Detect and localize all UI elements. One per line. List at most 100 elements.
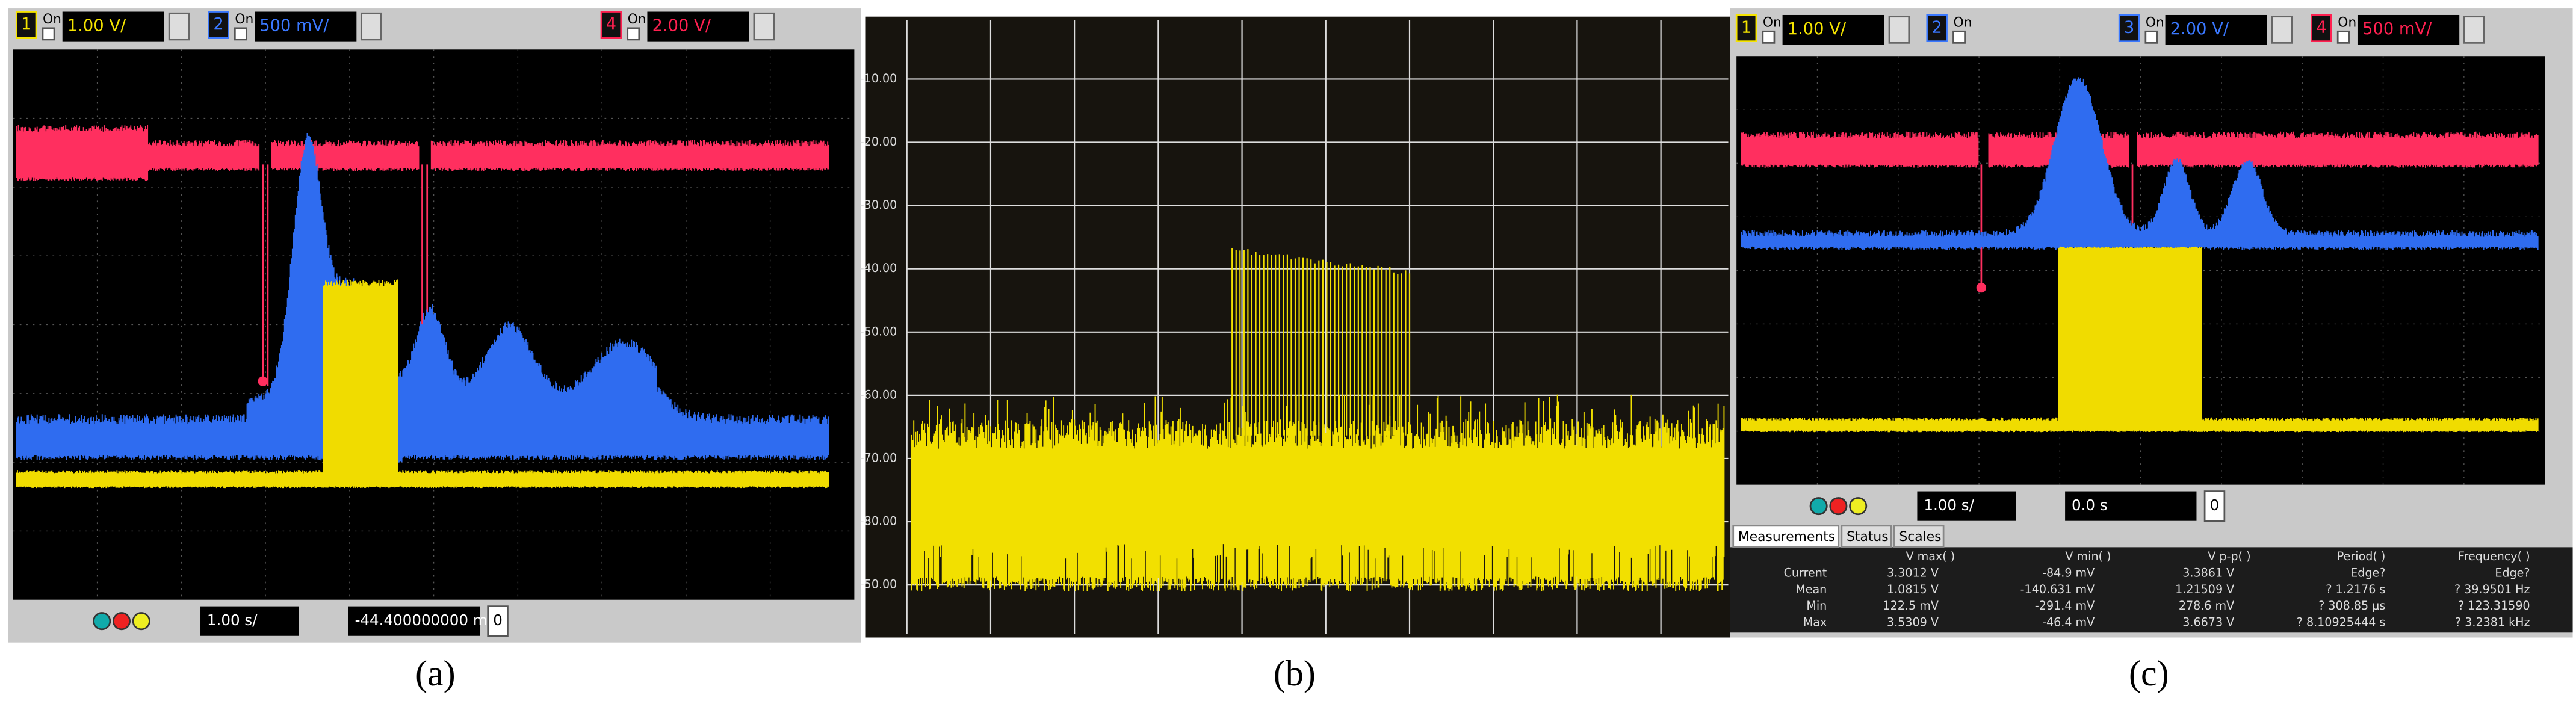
channel-checkbox[interactable]: [2336, 30, 2350, 44]
channel-number: 2: [213, 15, 223, 34]
step-box[interactable]: [487, 605, 509, 637]
trace-ch4-dip: [1980, 164, 2134, 288]
trace-ch4-dip: [262, 164, 429, 386]
channel-number-box: [1926, 14, 1948, 43]
trace-ch4: [1741, 131, 2539, 168]
trace-ch1: [16, 470, 829, 489]
cell: ? 8.10925444 s: [2297, 615, 2386, 629]
delay-box: [2065, 491, 2197, 521]
delay: 0.0 s: [2072, 496, 2108, 514]
cell: -140.631 mV: [2020, 582, 2095, 596]
control-button[interactable]: [93, 612, 111, 631]
tab[interactable]: [1841, 525, 1892, 548]
cell: ? 3.2381 kHz: [2455, 615, 2530, 629]
step-box[interactable]: [2203, 490, 2226, 522]
cell: 1.21509 V: [2175, 582, 2234, 596]
cell: 1.0815 V: [1887, 582, 1939, 596]
y-tick-label: -60.00: [860, 387, 897, 401]
timebase-box: [200, 606, 299, 636]
y-tick-label: -50.00: [860, 578, 897, 591]
y-tick-label: -50.00: [860, 324, 897, 338]
tab[interactable]: [1893, 525, 1945, 548]
tab[interactable]: [1732, 525, 1839, 548]
channel-scale-box: [255, 11, 357, 42]
channel-checkbox[interactable]: [1762, 30, 1776, 44]
caption: (c): [2129, 653, 2169, 693]
trace-ch4: [16, 125, 829, 181]
control-button[interactable]: [1829, 497, 1848, 516]
trace-ch1-burst: [323, 279, 398, 477]
y-tick-label: -70.00: [860, 451, 897, 465]
control-button[interactable]: [132, 612, 150, 631]
channel-button[interactable]: [753, 12, 775, 41]
delay: -44.400000000 ms: [355, 611, 495, 629]
channel-scale: 500 mV/: [259, 17, 329, 36]
channel-checkbox[interactable]: [2144, 30, 2158, 44]
channel-state: On: [43, 12, 61, 27]
y-tick-label: -40.00: [860, 261, 897, 275]
cell: ? 39.9501 Hz: [2454, 582, 2530, 596]
column-header: Frequency( ): [2458, 549, 2530, 563]
y-tick-label: -20.00: [860, 135, 897, 149]
trace-ch3: [1741, 77, 2539, 250]
channel-number-box: [2118, 14, 2140, 43]
channel-number: 4: [606, 15, 616, 34]
caption: (a): [415, 653, 456, 693]
channel-checkbox[interactable]: [627, 27, 640, 41]
column-header: V max( ): [1906, 549, 1955, 563]
channel-scale-box: [647, 11, 749, 42]
channel-scale: 1.00 V/: [67, 17, 126, 36]
channel-state: On: [235, 12, 253, 27]
tab-label: Scales: [1899, 529, 1941, 545]
control-button[interactable]: [1849, 497, 1868, 516]
control-button[interactable]: [1809, 497, 1828, 516]
tab-label: Status: [1847, 529, 1889, 545]
channel-checkbox[interactable]: [42, 27, 55, 41]
y-tick-label: -80.00: [860, 514, 897, 528]
row-label: Current: [1784, 566, 1827, 580]
channel-scale-box: [1782, 14, 1884, 45]
channel-number-box: [600, 11, 622, 39]
trace-ch1: [1741, 417, 2539, 433]
channel-button[interactable]: [168, 12, 190, 41]
channel-button[interactable]: [2271, 16, 2293, 44]
channel-number: 2: [1932, 18, 1942, 37]
channel-button[interactable]: [2463, 16, 2485, 44]
channel-scale: 500 mV/: [2362, 20, 2432, 39]
cell: 3.6673 V: [2182, 615, 2234, 629]
channel-number: 1: [21, 15, 31, 34]
step: 0: [2210, 496, 2220, 514]
measurement-table: [1730, 547, 2573, 633]
channel-number: 3: [2124, 18, 2134, 37]
channel-number: 4: [2316, 18, 2326, 37]
channel-scale: 2.00 V/: [652, 17, 711, 36]
row-label: Max: [1803, 615, 1827, 629]
channel-button[interactable]: [361, 12, 382, 41]
channel-number-box: [208, 11, 229, 39]
channel-scale-box: [62, 11, 164, 42]
trace-ch4-dip-end: [258, 376, 268, 386]
cell: -46.4 mV: [2042, 615, 2095, 629]
step: 0: [493, 611, 503, 629]
control-button[interactable]: [112, 612, 131, 631]
row-label: Mean: [1795, 582, 1827, 596]
cell: -291.4 mV: [2035, 599, 2095, 613]
column-header: Period( ): [2337, 549, 2386, 563]
channel-state: On: [2338, 16, 2356, 31]
channel-number-box: [1735, 14, 1757, 43]
caption: (b): [1274, 653, 1316, 693]
channel-button[interactable]: [1888, 16, 1910, 44]
timebase-box: [1917, 491, 2016, 521]
trace-ch1-burst: [2058, 246, 2202, 424]
cell: ? 123.31590: [2458, 599, 2530, 613]
trace-ch4-dip-end: [1976, 282, 1987, 293]
spectrum-noise: [911, 394, 1725, 592]
cell: ? 1.2176 s: [2326, 582, 2385, 596]
channel-checkbox[interactable]: [234, 27, 247, 41]
channel-checkbox[interactable]: [1952, 30, 1966, 44]
cell: -84.9 mV: [2042, 566, 2095, 580]
channel-scale-box: [2357, 14, 2460, 45]
channel-state: On: [1953, 16, 1972, 31]
y-tick-label: -30.00: [860, 198, 897, 212]
column-header: V min( ): [2065, 549, 2111, 563]
